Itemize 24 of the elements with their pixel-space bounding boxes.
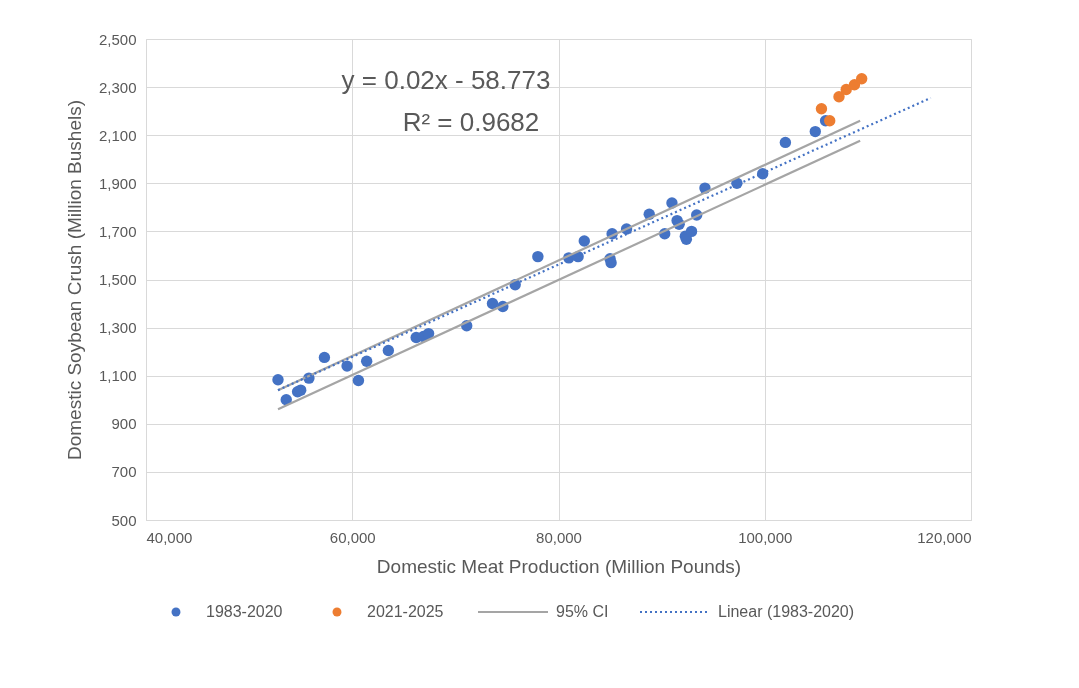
x-tick-label: 100,000 (738, 528, 793, 546)
y-tick-label: 2,500 (98, 30, 137, 48)
x-axis-title: Domestic Meat Production (Million Pounds) (376, 555, 742, 577)
x-tick-label: 80,000 (536, 528, 582, 546)
y-tick-label: 500 (111, 511, 137, 529)
annotation: R² = 0.9682 (402, 107, 540, 137)
y-tick-label: 1,100 (98, 367, 137, 385)
y-tick-label: 700 (111, 463, 137, 481)
legend-label: 1983-2020 (206, 603, 283, 620)
x-tick-label: 40,000 (146, 528, 193, 546)
legend-label: 95% CI (556, 603, 609, 620)
annotation: y = 0.02x - 58.773 (341, 65, 551, 95)
y-tick-label: 1,300 (98, 319, 137, 337)
y-tick-label: 1,500 (98, 271, 137, 288)
legend-label: 2021-2025 (367, 603, 444, 620)
x-tick-label: 120,000 (917, 528, 972, 546)
x-tick-label: 60,000 (329, 528, 376, 546)
y-tick-label: 900 (111, 415, 137, 433)
y-axis-title: Domestic Soybean Crush (Million Bushels) (63, 99, 85, 461)
y-tick-label: 1,700 (98, 222, 137, 240)
y-tick-label: 2,300 (98, 78, 137, 96)
y-tick-label: 1,900 (98, 174, 137, 192)
legend-label: Linear (1983-2020) (718, 603, 855, 620)
y-tick-label: 2,100 (98, 126, 137, 144)
